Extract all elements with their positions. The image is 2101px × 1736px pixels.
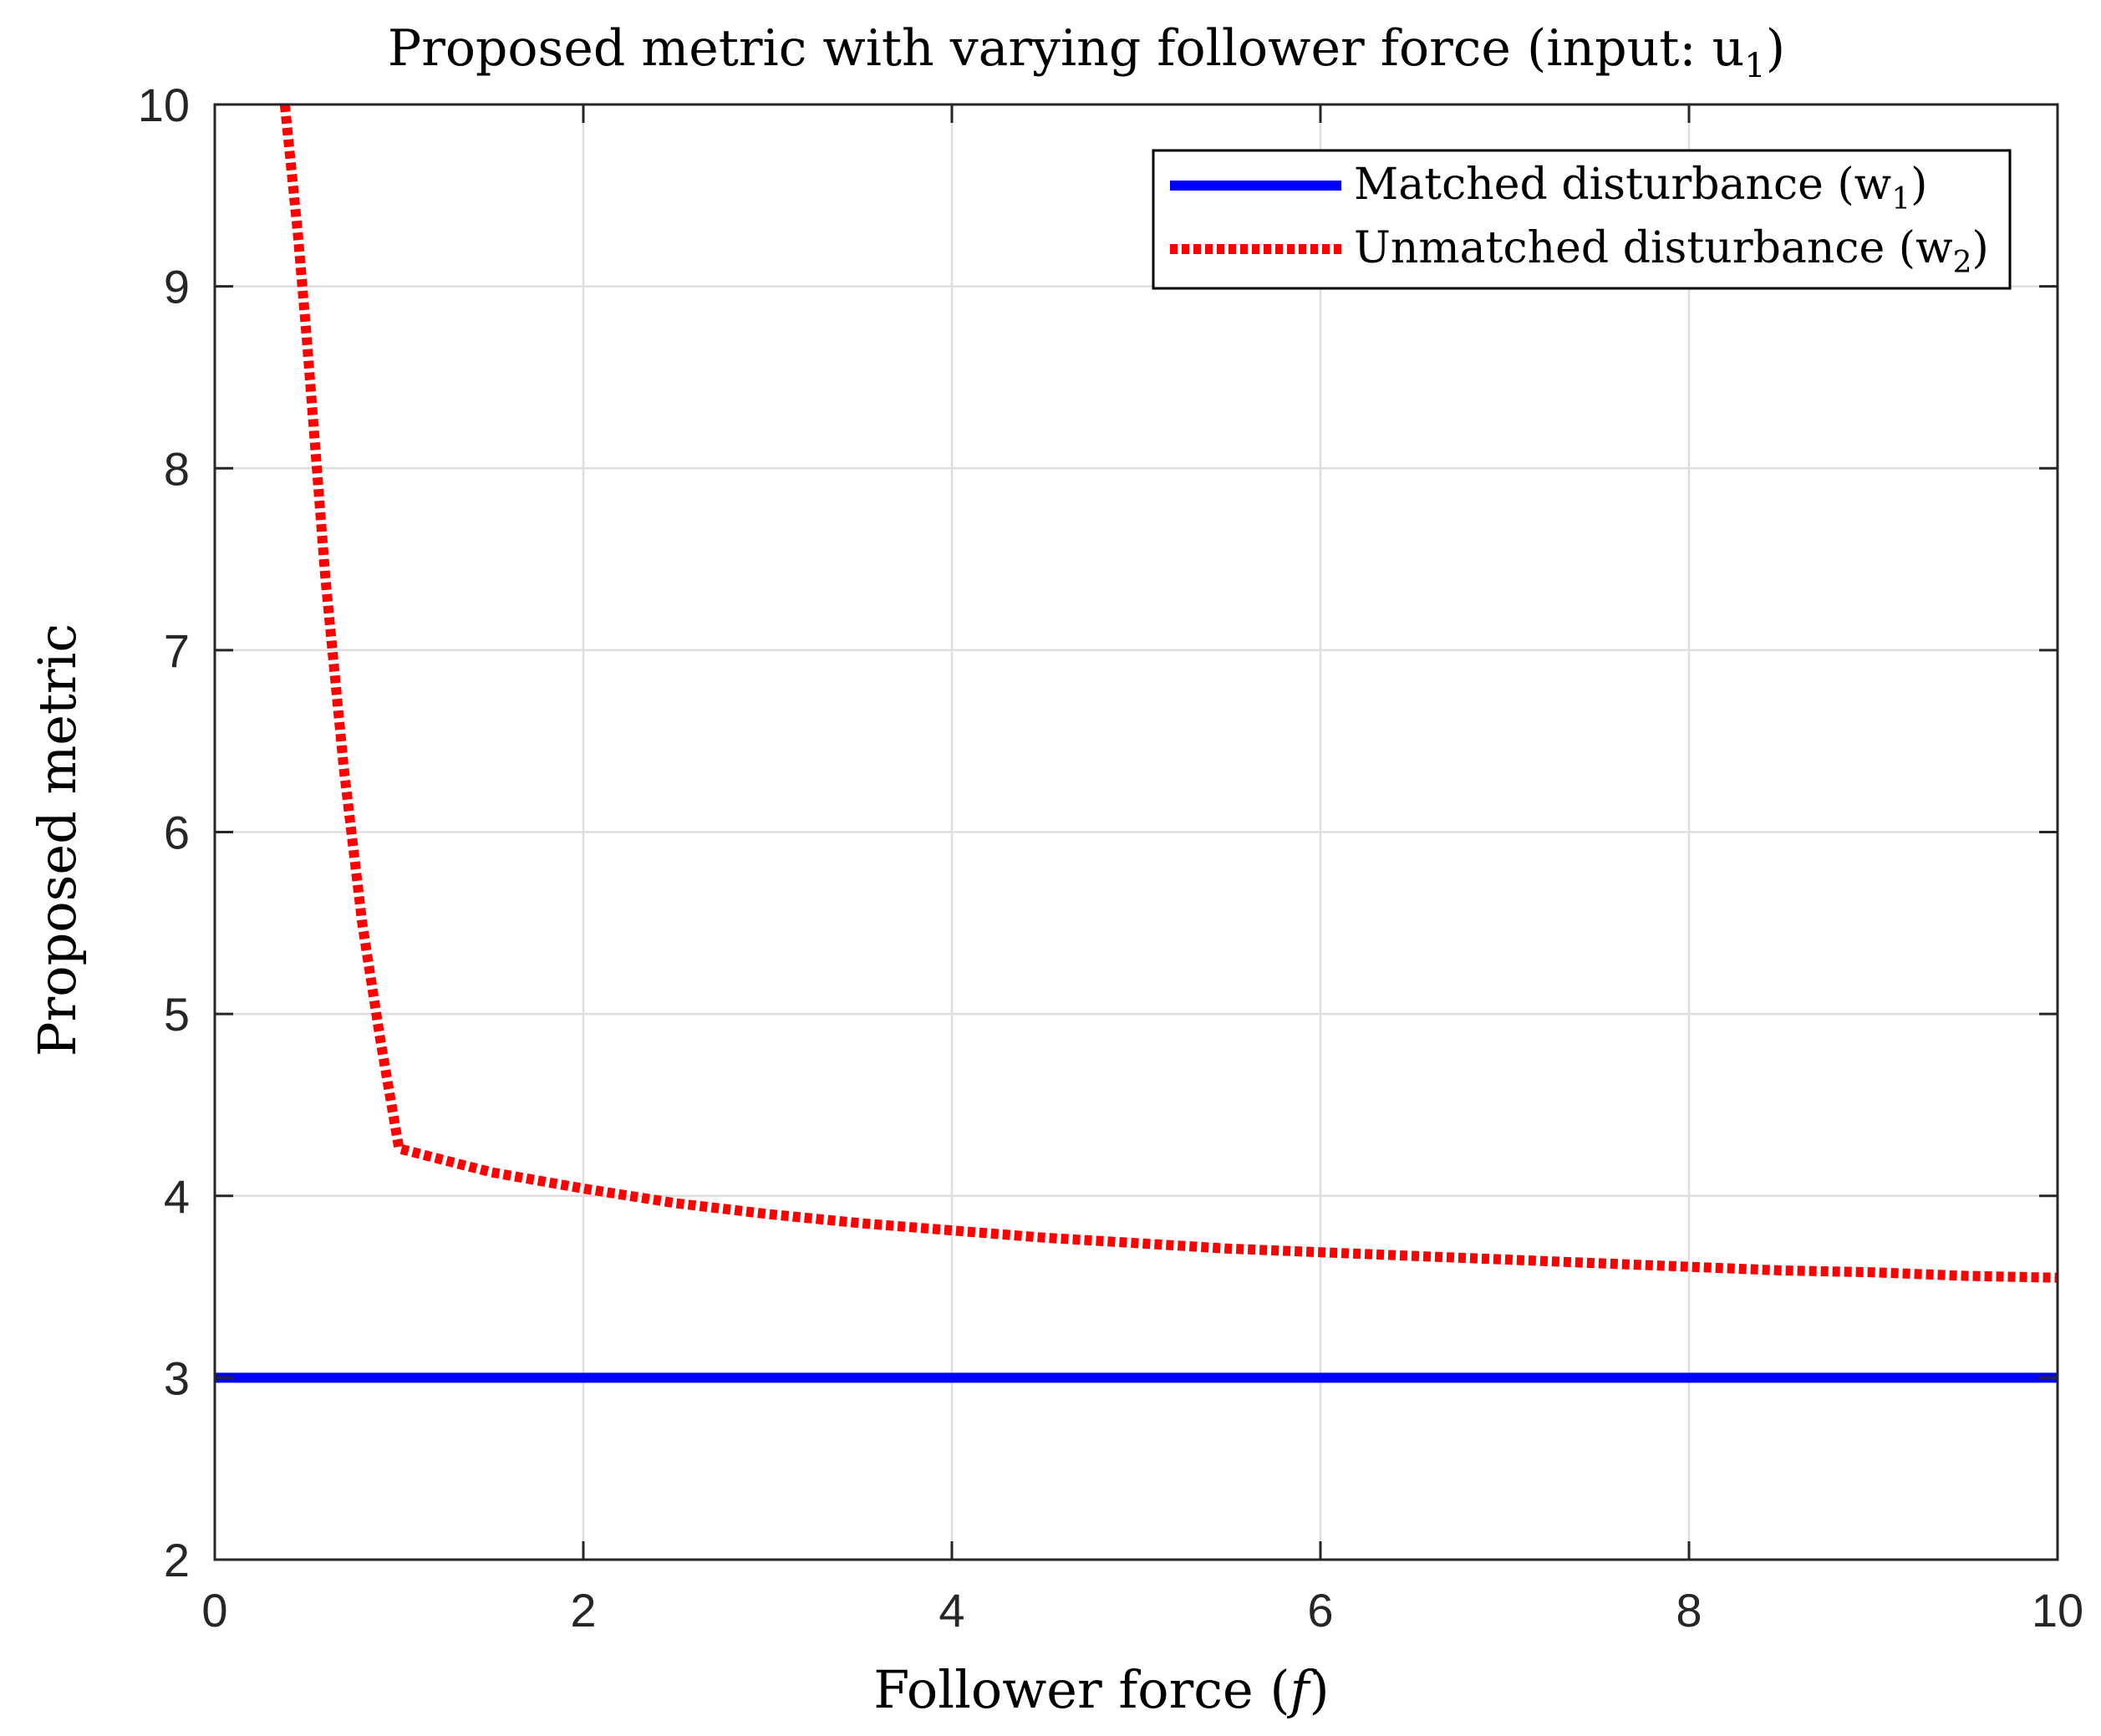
legend-label-unmatched-subscript: 2 (1953, 246, 1972, 280)
x-tick-label: 8 (1676, 1584, 1702, 1637)
series-layer (215, 104, 2058, 1383)
chart-title-text: Proposed metric with varying follower fo… (388, 19, 1744, 78)
chart-title: Proposed metric with varying follower fo… (388, 19, 1785, 85)
legend-label-matched: Matched disturbance (w1) (1354, 160, 1927, 216)
legend: Matched disturbance (w1) Unmatched distu… (1152, 149, 2012, 290)
x-tick-label: 6 (1307, 1584, 1333, 1637)
legend-label-unmatched: Unmatched disturbance (w2) (1354, 223, 1989, 280)
legend-label-matched-text: Matched disturbance (w (1354, 160, 1891, 210)
y-tick-label: 8 (164, 442, 190, 495)
y-tick-label: 5 (164, 988, 190, 1041)
chart-title-close: ) (1766, 19, 1785, 78)
x-tick-label: 2 (570, 1584, 596, 1637)
y-tick-label: 6 (164, 807, 190, 859)
x-tick-label: 0 (201, 1584, 227, 1637)
x-axis-label: Follower force (f) (873, 1659, 1329, 1720)
legend-box (1152, 149, 2012, 290)
y-tick-label: 7 (164, 624, 190, 677)
chart-title-subscript: 1 (1744, 47, 1765, 85)
x-tick-label: 4 (939, 1584, 964, 1637)
series-line-unmatched (279, 104, 2058, 1283)
legend-label-unmatched-text: Unmatched disturbance (w (1354, 223, 1953, 273)
x-tick-labels: 0 2 4 6 8 10 (201, 1584, 2083, 1637)
y-axis-label: Proposed metric (27, 624, 88, 1056)
y-tick-label: 9 (164, 261, 190, 313)
x-tick-label: 10 (2032, 1584, 2083, 1637)
y-tick-label: 4 (164, 1170, 190, 1223)
x-axis-label-close: ) (1310, 1659, 1330, 1720)
y-tick-label: 3 (164, 1352, 190, 1404)
x-axis-label-text: Follower force ( (873, 1659, 1290, 1720)
legend-label-matched-close: ) (1910, 160, 1927, 210)
y-tick-label: 10 (138, 79, 190, 131)
legend-label-unmatched-close: ) (1971, 223, 1988, 273)
y-tick-label: 2 (164, 1534, 190, 1586)
legend-label-matched-subscript: 1 (1891, 182, 1910, 216)
tick-marks (213, 103, 2059, 1561)
y-tick-labels: 2 3 4 5 6 7 8 9 10 (138, 79, 190, 1586)
